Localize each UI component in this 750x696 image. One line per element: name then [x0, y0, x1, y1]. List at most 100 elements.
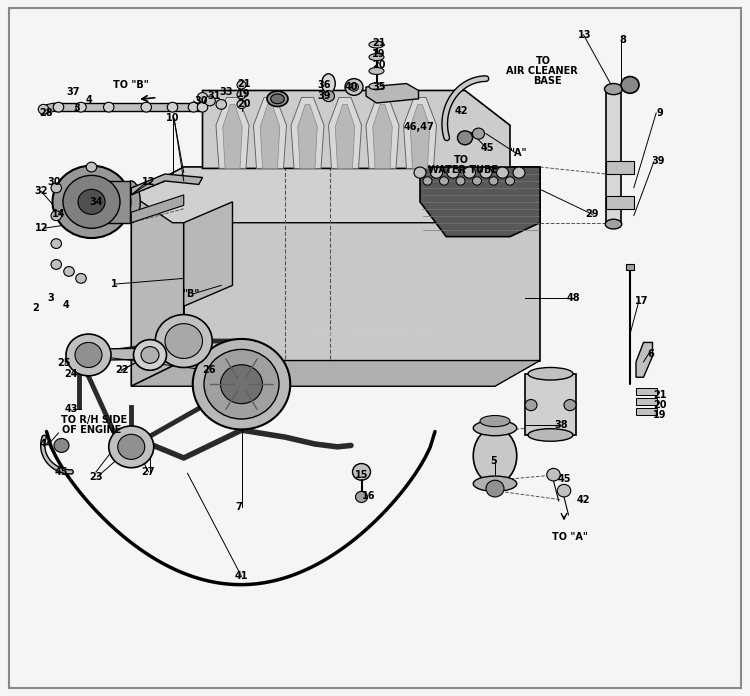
Polygon shape — [328, 97, 362, 168]
Polygon shape — [298, 104, 317, 168]
Text: 1: 1 — [111, 279, 117, 289]
Polygon shape — [131, 174, 203, 195]
Text: TO "A": TO "A" — [552, 532, 588, 542]
Polygon shape — [216, 97, 249, 168]
Circle shape — [430, 167, 442, 178]
Text: 45: 45 — [481, 143, 494, 152]
Text: 19: 19 — [372, 49, 386, 59]
Circle shape — [220, 365, 262, 404]
Circle shape — [564, 400, 576, 411]
Ellipse shape — [473, 428, 517, 484]
Circle shape — [197, 102, 208, 112]
Text: TO "B": TO "B" — [113, 80, 149, 90]
Circle shape — [197, 93, 208, 102]
Bar — [606, 90, 621, 223]
Circle shape — [458, 131, 472, 145]
Text: 46,47: 46,47 — [404, 122, 433, 132]
Polygon shape — [131, 167, 540, 223]
Text: 13: 13 — [578, 30, 592, 40]
Circle shape — [472, 128, 484, 139]
Circle shape — [76, 274, 86, 283]
Text: 19: 19 — [653, 410, 667, 420]
Circle shape — [78, 189, 105, 214]
Ellipse shape — [604, 84, 622, 95]
Text: 24: 24 — [64, 370, 78, 379]
Polygon shape — [420, 167, 540, 237]
Polygon shape — [636, 342, 652, 377]
Text: 12: 12 — [34, 223, 48, 233]
Text: 41: 41 — [235, 571, 248, 581]
Circle shape — [356, 491, 368, 503]
Text: OF ENGINE: OF ENGINE — [62, 425, 122, 435]
Text: 37: 37 — [67, 87, 80, 97]
Circle shape — [345, 79, 363, 95]
Ellipse shape — [369, 83, 384, 90]
Polygon shape — [131, 167, 184, 386]
Text: 39: 39 — [317, 91, 331, 101]
Bar — [636, 408, 657, 415]
Text: 3: 3 — [48, 293, 55, 303]
Text: 17: 17 — [634, 296, 648, 306]
Polygon shape — [366, 84, 419, 103]
Text: 16: 16 — [362, 491, 376, 500]
Text: 32: 32 — [34, 187, 48, 196]
Text: 12: 12 — [142, 177, 155, 187]
Text: 34: 34 — [89, 197, 103, 207]
Polygon shape — [223, 104, 242, 168]
Bar — [81, 181, 130, 223]
Text: 4: 4 — [85, 95, 92, 105]
Text: 6: 6 — [647, 349, 654, 358]
Text: 44: 44 — [40, 439, 53, 449]
Text: 4: 4 — [62, 300, 69, 310]
Text: 42: 42 — [577, 495, 590, 505]
Ellipse shape — [605, 219, 622, 229]
Ellipse shape — [528, 367, 573, 380]
Circle shape — [506, 177, 515, 185]
Polygon shape — [131, 361, 540, 386]
Polygon shape — [202, 90, 510, 168]
Polygon shape — [184, 202, 232, 306]
Circle shape — [38, 104, 49, 114]
Polygon shape — [373, 104, 392, 168]
Circle shape — [155, 315, 212, 367]
Polygon shape — [606, 196, 634, 209]
Text: 25: 25 — [57, 358, 70, 368]
Polygon shape — [184, 167, 540, 361]
Text: 33: 33 — [220, 87, 233, 97]
Circle shape — [423, 177, 432, 185]
Circle shape — [167, 102, 178, 112]
Text: TO: TO — [536, 56, 551, 66]
Circle shape — [75, 342, 102, 367]
Text: 20: 20 — [653, 400, 667, 410]
Circle shape — [141, 102, 152, 112]
Text: 38: 38 — [554, 420, 568, 429]
Text: 26: 26 — [202, 365, 215, 375]
Circle shape — [51, 239, 62, 248]
Circle shape — [525, 400, 537, 411]
Circle shape — [456, 177, 465, 185]
Text: 15: 15 — [355, 470, 368, 480]
Circle shape — [66, 334, 111, 376]
Text: 27: 27 — [142, 467, 155, 477]
Circle shape — [53, 166, 130, 238]
Text: BASE: BASE — [533, 76, 562, 86]
Text: 40: 40 — [344, 82, 358, 92]
Text: 31: 31 — [207, 91, 220, 101]
Polygon shape — [606, 161, 634, 174]
Text: 39: 39 — [651, 157, 664, 166]
Circle shape — [193, 339, 290, 429]
Ellipse shape — [369, 68, 384, 74]
Circle shape — [440, 177, 448, 185]
Circle shape — [205, 96, 215, 106]
Ellipse shape — [369, 54, 384, 61]
Circle shape — [237, 81, 246, 89]
Text: 8: 8 — [619, 35, 626, 45]
Circle shape — [472, 177, 482, 185]
Text: 45: 45 — [55, 467, 68, 477]
Circle shape — [464, 167, 476, 178]
Text: ereplacementparts.com: ereplacementparts.com — [313, 329, 437, 339]
Circle shape — [54, 438, 69, 452]
Circle shape — [76, 102, 86, 112]
Circle shape — [51, 211, 62, 221]
Circle shape — [109, 426, 154, 468]
